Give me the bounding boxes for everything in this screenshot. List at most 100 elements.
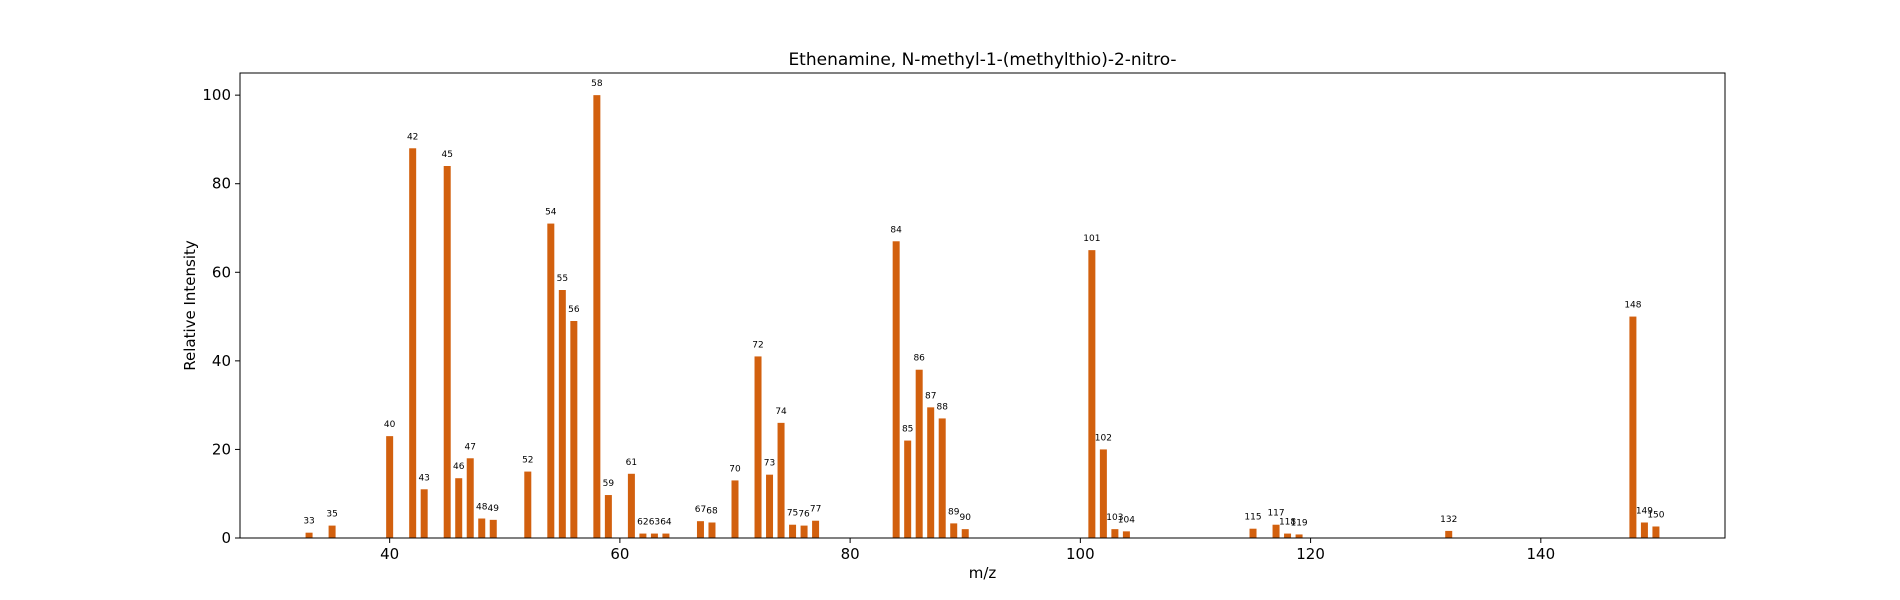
peak-label: 40 xyxy=(384,420,396,430)
peak-label: 33 xyxy=(303,517,314,527)
peak-label: 86 xyxy=(913,354,925,364)
peak-bar xyxy=(915,369,923,538)
peak-bar xyxy=(1445,530,1453,538)
y-tick-label: 60 xyxy=(212,263,231,281)
bars-group xyxy=(305,95,1660,539)
peak-label: 47 xyxy=(465,442,476,452)
x-tick-label: 40 xyxy=(380,545,399,563)
peak-bar xyxy=(1249,528,1257,538)
peak-label: 117 xyxy=(1267,509,1284,519)
peak-bar xyxy=(696,521,704,538)
peak-label: 118 xyxy=(1279,518,1296,528)
peak-bar xyxy=(1652,526,1660,538)
peak-label: 73 xyxy=(764,459,775,469)
peak-label: 63 xyxy=(649,518,660,528)
y-tick-label: 20 xyxy=(212,440,231,458)
peak-bar xyxy=(409,148,417,539)
peak-bar xyxy=(1295,534,1303,538)
peak-label: 64 xyxy=(660,518,672,528)
peak-bar xyxy=(478,518,486,538)
peak-bar xyxy=(904,440,912,538)
peak-label: 74 xyxy=(775,407,787,417)
peak-bar xyxy=(708,522,716,538)
peak-bar xyxy=(1284,533,1292,538)
peak-label: 59 xyxy=(603,479,615,489)
peak-bar xyxy=(754,356,762,538)
peak-label: 55 xyxy=(557,274,568,284)
x-tick-label: 60 xyxy=(610,545,629,563)
peak-label: 132 xyxy=(1440,515,1457,525)
peak-bar xyxy=(489,519,497,538)
peak-bar xyxy=(1122,531,1130,538)
peak-bar xyxy=(927,407,935,538)
peak-label: 150 xyxy=(1647,510,1664,520)
peak-bar xyxy=(777,422,785,538)
peak-bar xyxy=(650,533,658,538)
peak-bar xyxy=(524,471,532,538)
peak-label: 58 xyxy=(591,79,603,89)
peak-bar xyxy=(731,480,739,538)
peak-label: 87 xyxy=(925,391,936,401)
peak-bar xyxy=(938,418,946,538)
peak-label: 43 xyxy=(418,473,429,483)
x-tick-label: 80 xyxy=(841,545,860,563)
peak-bar xyxy=(558,290,566,538)
peak-bar xyxy=(386,436,394,538)
peak-bar xyxy=(1629,316,1637,538)
peak-bar xyxy=(892,241,900,539)
plot-frame xyxy=(239,72,1726,539)
chart-title: Ethenamine, N-methyl-1-(methylthio)-2-ni… xyxy=(788,50,1176,70)
peak-bar xyxy=(627,473,635,538)
peak-label: 72 xyxy=(752,340,763,350)
x-tick-label: 140 xyxy=(1526,545,1555,563)
peak-bar xyxy=(466,458,474,538)
y-tick-label: 40 xyxy=(212,352,231,370)
peak-bar xyxy=(1111,529,1119,538)
peak-label: 52 xyxy=(522,456,533,466)
x-tick-label: 120 xyxy=(1296,545,1325,563)
peak-bar xyxy=(1272,524,1280,538)
peak-bar xyxy=(639,533,647,538)
peak-label: 67 xyxy=(695,505,706,515)
peak-label: 42 xyxy=(407,132,418,142)
y-tick-label: 80 xyxy=(212,175,231,193)
peak-bar xyxy=(593,95,601,539)
peak-bar xyxy=(789,524,797,538)
peak-bar xyxy=(766,474,774,538)
peak-bar xyxy=(1099,449,1107,538)
y-axis-label: Relative Intensity xyxy=(181,240,199,371)
peak-label: 49 xyxy=(488,504,500,514)
peak-label: 88 xyxy=(936,402,948,412)
peak-bar xyxy=(455,478,463,538)
peak-label: 61 xyxy=(626,458,637,468)
peak-label: 56 xyxy=(568,305,580,315)
peak-label: 104 xyxy=(1118,515,1135,525)
peak-bar xyxy=(305,532,313,538)
peak-label: 46 xyxy=(453,462,465,472)
peak-label: 149 xyxy=(1636,507,1653,517)
peak-label: 119 xyxy=(1290,518,1307,528)
peak-label: 89 xyxy=(948,507,960,517)
peak-label: 84 xyxy=(890,225,902,235)
peak-bar xyxy=(950,523,958,538)
peak-bar xyxy=(570,321,578,538)
peak-label: 90 xyxy=(960,513,972,523)
peak-bar xyxy=(547,223,555,539)
peak-label: 77 xyxy=(810,505,821,515)
peak-label: 115 xyxy=(1244,513,1261,523)
peak-label: 76 xyxy=(798,510,810,520)
peak-label: 85 xyxy=(902,425,913,435)
peak-label: 101 xyxy=(1083,234,1100,244)
peak-bar xyxy=(443,166,451,538)
peak-bar xyxy=(812,520,820,538)
peak-label: 70 xyxy=(729,464,741,474)
y-axis: 0 20 40 60 80 100 xyxy=(202,86,240,547)
peak-label: 48 xyxy=(476,503,488,513)
peak-bar xyxy=(328,525,336,538)
peak-bar xyxy=(420,489,428,538)
peak-bar xyxy=(961,529,969,538)
peak-label: 68 xyxy=(706,507,718,517)
x-tick-label: 100 xyxy=(1066,545,1095,563)
y-tick-label: 0 xyxy=(221,529,231,547)
peak-label: 102 xyxy=(1095,433,1112,443)
